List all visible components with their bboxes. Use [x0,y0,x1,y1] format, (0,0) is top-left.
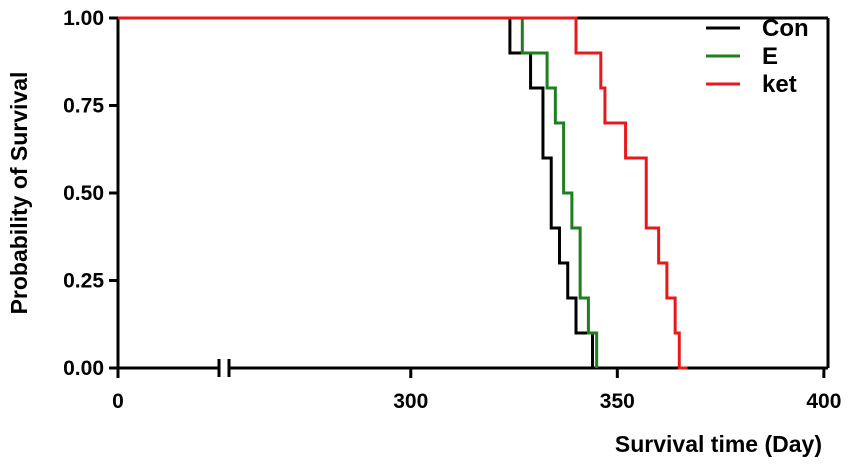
y-tick-label: 0.75 [63,95,104,118]
axis-labels: Survival time (Day) Probability of Survi… [6,72,822,457]
series-line-ket [118,16,688,370]
axes: 0.00 0.25 0.50 0.75 1.00 0 300 350 400 [63,7,841,413]
x-tick-label: 300 [393,390,428,413]
series-line-e [118,16,599,368]
y-tick-label: 1.00 [63,7,104,30]
series-group [118,16,688,370]
y-tick-label: 0.25 [63,270,104,293]
y-tick-label: 0.00 [63,357,104,380]
legend-label: E [762,43,778,70]
x-axis-title: Survival time (Day) [615,431,822,457]
legend-label: Con [762,15,809,42]
y-axis-title: Probability of Survival [6,72,32,315]
y-tick-label: 0.50 [63,182,104,205]
x-tick-label: 350 [600,390,635,413]
x-tick-label: 400 [806,390,841,413]
legend-label: ket [762,71,797,98]
x-tick-label: 0 [112,390,124,413]
